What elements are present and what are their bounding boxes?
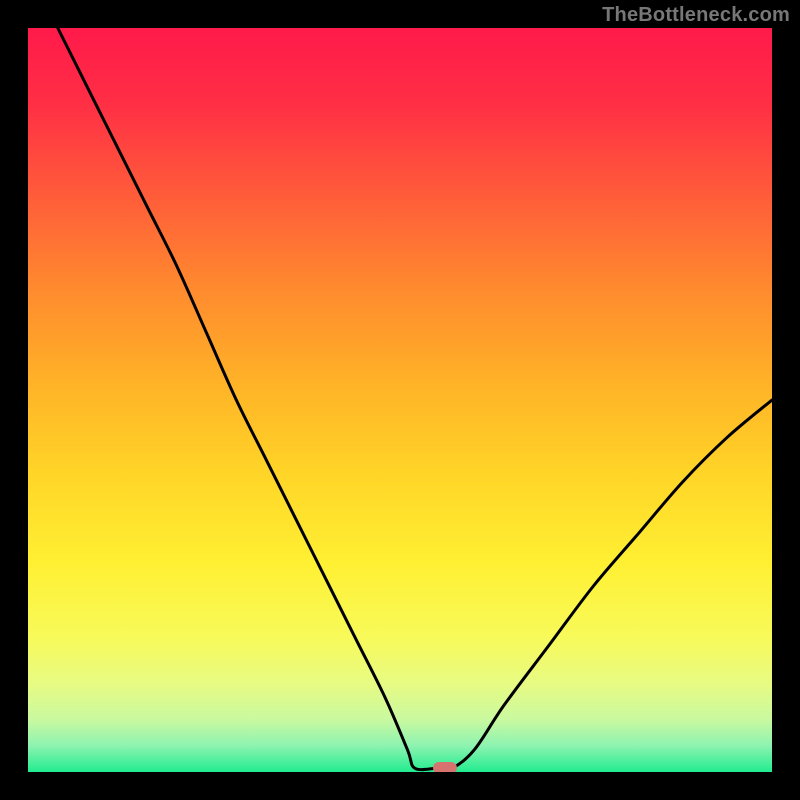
plot-area [28, 28, 772, 772]
chart-svg [28, 28, 772, 772]
watermark-text: TheBottleneck.com [602, 4, 790, 27]
optimal-point-marker [433, 762, 457, 772]
gradient-background [28, 28, 772, 772]
chart-frame: TheBottleneck.com [0, 0, 800, 800]
